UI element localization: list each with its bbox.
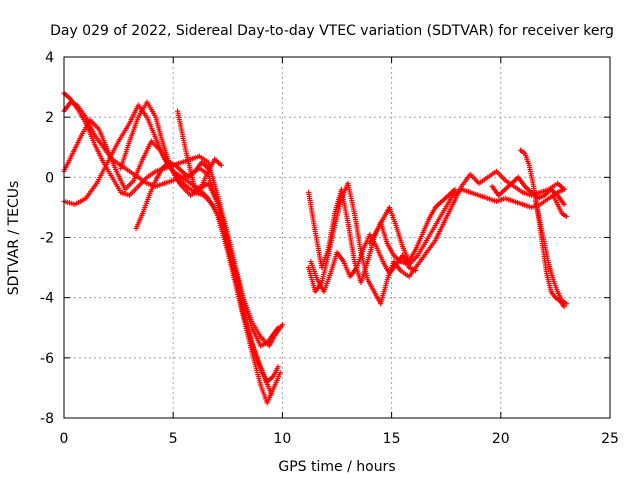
y-tick-label: -4 [40, 291, 54, 307]
data-point [561, 304, 567, 310]
data-point [218, 162, 224, 168]
x-tick-label: 10 [273, 431, 291, 447]
y-tick-label: 4 [45, 50, 54, 66]
data-point [279, 322, 285, 328]
x-tick-label: 15 [383, 431, 401, 447]
grid [64, 57, 610, 418]
data-point [277, 370, 283, 376]
y-axis-label: SDTVAR / TECUs [6, 181, 22, 296]
chart-title: Day 029 of 2022, Sidereal Day-to-day VTE… [50, 23, 614, 39]
data-point [275, 364, 281, 370]
series-track-15 [550, 192, 569, 220]
y-tick-label: -6 [40, 351, 54, 367]
x-axis-label: GPS time / hours [278, 459, 395, 475]
series-track-4 [61, 102, 283, 406]
y-tick-label: -8 [40, 411, 54, 427]
y-tick-label: 2 [45, 110, 54, 126]
y-tick-label: -2 [40, 231, 54, 247]
series-track-11 [367, 186, 458, 265]
x-tick-label: 25 [601, 431, 619, 447]
y-tick-label: 0 [45, 170, 54, 186]
x-tick-label: 5 [169, 431, 178, 447]
data-point [563, 213, 569, 220]
series-track-6 [133, 159, 211, 232]
data-point [561, 186, 567, 192]
data-point [452, 186, 458, 192]
series-track-7 [174, 108, 224, 192]
series-track-5 [118, 99, 285, 349]
x-tick-label: 0 [60, 431, 69, 447]
x-tick-label: 20 [492, 431, 510, 447]
series-track-10 [308, 231, 419, 295]
data-point [561, 201, 567, 208]
data-point [413, 267, 419, 274]
axis-ticks: 0 5 10 15 20 25 -8 -6 -4 -2 0 2 4 [40, 50, 619, 447]
data-point [563, 301, 569, 307]
series-track-14 [533, 198, 569, 307]
data-points [61, 90, 569, 406]
